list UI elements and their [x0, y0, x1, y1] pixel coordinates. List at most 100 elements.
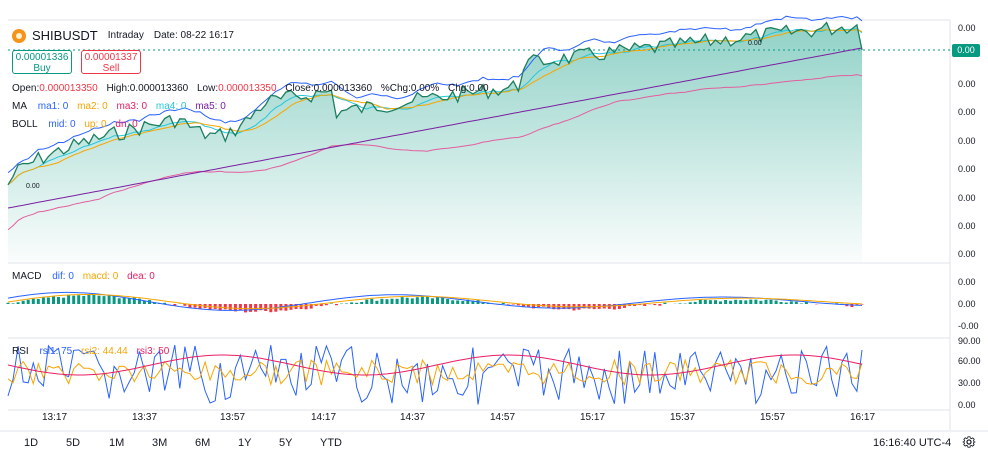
macd-bar: [663, 302, 667, 304]
macd-bar: [137, 298, 141, 304]
macd-bar: [11, 303, 15, 304]
macd-bar: [173, 304, 177, 306]
macd-dif-line: [7, 291, 863, 311]
symbol-name[interactable]: SHIBUSDT: [32, 28, 98, 43]
clock-label: 16:16:40 UTC-4: [873, 437, 952, 449]
macd-bar: [532, 304, 535, 309]
shiba-coin-icon: [12, 28, 26, 43]
macd-bar: [451, 300, 455, 304]
close-value: 0.000013360: [313, 83, 373, 94]
macd-dif-value: dif: 0: [52, 271, 74, 282]
macd-bar: [703, 299, 707, 304]
y-tick: 0.00: [958, 164, 976, 174]
macd-bar: [127, 298, 131, 304]
buy-price: 0.00001336: [15, 52, 69, 63]
ma2-value: ma2: 0: [77, 101, 108, 112]
macd-bar: [335, 304, 338, 306]
macd-bar: [46, 297, 50, 304]
rsi-y-tick: 30.00: [958, 378, 981, 388]
macd-bar: [582, 304, 586, 309]
ma1-value: ma1: 0: [37, 101, 69, 112]
rsi-y-tick: 0.00: [958, 400, 976, 410]
macd-bar: [188, 304, 192, 308]
macd-bar: [678, 303, 682, 304]
macd-macd-value: macd: 0: [82, 271, 119, 282]
macd-bar: [501, 303, 505, 304]
macd-bar: [617, 304, 621, 309]
rsi-legend: RSI rsi1: 75 rsi2: 44.44 rsi3: 50: [12, 346, 175, 357]
macd-bar: [516, 304, 520, 306]
macd-bar: [375, 300, 379, 304]
ma5-value: ma5: 0: [195, 101, 226, 112]
range-1y[interactable]: 1Y: [238, 437, 252, 449]
macd-dea-value: dea: 0: [127, 271, 155, 282]
boll-upper-line: [7, 15, 863, 174]
macd-bar: [92, 294, 96, 304]
x-tick: 15:37: [670, 412, 696, 423]
chart-marker-label: 0.00: [26, 183, 40, 190]
macd-bar: [390, 298, 394, 304]
range-5y[interactable]: 5Y: [279, 437, 293, 449]
macd-bar: [238, 304, 242, 311]
range-ytd[interactable]: YTD: [320, 437, 342, 449]
high-value: 0.000013360: [129, 83, 189, 94]
macd-bar: [612, 304, 616, 310]
x-tick: 14:57: [490, 412, 516, 423]
buy-label: Buy: [33, 63, 51, 74]
macd-bar: [97, 295, 101, 304]
macd-bar: [153, 302, 156, 304]
gear-icon[interactable]: [962, 435, 976, 449]
macd-bar: [749, 299, 753, 304]
macd-bar: [67, 294, 71, 304]
macd-bar: [410, 298, 414, 304]
macd-bar: [6, 302, 10, 304]
ma-label: MA: [12, 101, 27, 112]
range-1d[interactable]: 1D: [24, 437, 39, 449]
macd-bar: [360, 302, 364, 304]
y-tick: 0.00: [958, 23, 976, 33]
macd-bar: [860, 304, 864, 305]
macd-bar: [309, 304, 313, 309]
chg-value: Chg:0.00: [448, 83, 489, 94]
macd-bar: [324, 304, 328, 306]
macd-bar: [329, 303, 333, 304]
macd-bar: [107, 295, 111, 304]
buy-button[interactable]: 0.00001336 Buy: [12, 50, 72, 74]
macd-y-tick: -0.00: [958, 321, 979, 331]
y-tick: 0.00: [958, 249, 976, 259]
macd-bar: [264, 304, 268, 311]
rsi1-line: [7, 344, 863, 405]
sell-button[interactable]: 0.00001337 Sell: [81, 50, 141, 74]
macd-bar: [623, 304, 626, 308]
range-5d[interactable]: 5D: [66, 437, 81, 449]
range-3m[interactable]: 3M: [152, 437, 168, 449]
macd-bar: [314, 304, 318, 306]
macd-bar: [729, 300, 733, 304]
last-price-tag: 0.00: [952, 44, 980, 57]
range-6m[interactable]: 6M: [195, 437, 211, 449]
macd-bar: [41, 297, 45, 304]
open-value: 0.000013350: [39, 83, 98, 94]
macd-bar: [163, 302, 167, 304]
macd-bar: [233, 304, 237, 312]
macd-bar: [506, 304, 510, 305]
rsi2-line: [7, 358, 863, 387]
pchg-value: %Chg:0.00%: [380, 83, 440, 94]
ma-legend: MA ma1: 0 ma2: 0 ma3: 0 ma4: 0 ma5: 0: [12, 101, 232, 112]
macd-bar: [72, 295, 76, 304]
low-value: 0.000013350: [218, 83, 277, 94]
macd-bar: [405, 297, 409, 304]
macd-bar: [142, 300, 146, 304]
y-tick: 0.00: [958, 136, 976, 146]
macd-bar: [350, 302, 354, 304]
range-1m[interactable]: 1M: [109, 437, 125, 449]
rsi-y-tick: 90.00: [958, 336, 981, 346]
boll-mid-value: mid: 0: [48, 119, 76, 130]
macd-bar: [183, 304, 187, 306]
macd-bar: [436, 296, 439, 304]
macd-bar: [693, 301, 697, 304]
macd-bar: [724, 300, 728, 304]
macd-bar: [365, 299, 369, 304]
